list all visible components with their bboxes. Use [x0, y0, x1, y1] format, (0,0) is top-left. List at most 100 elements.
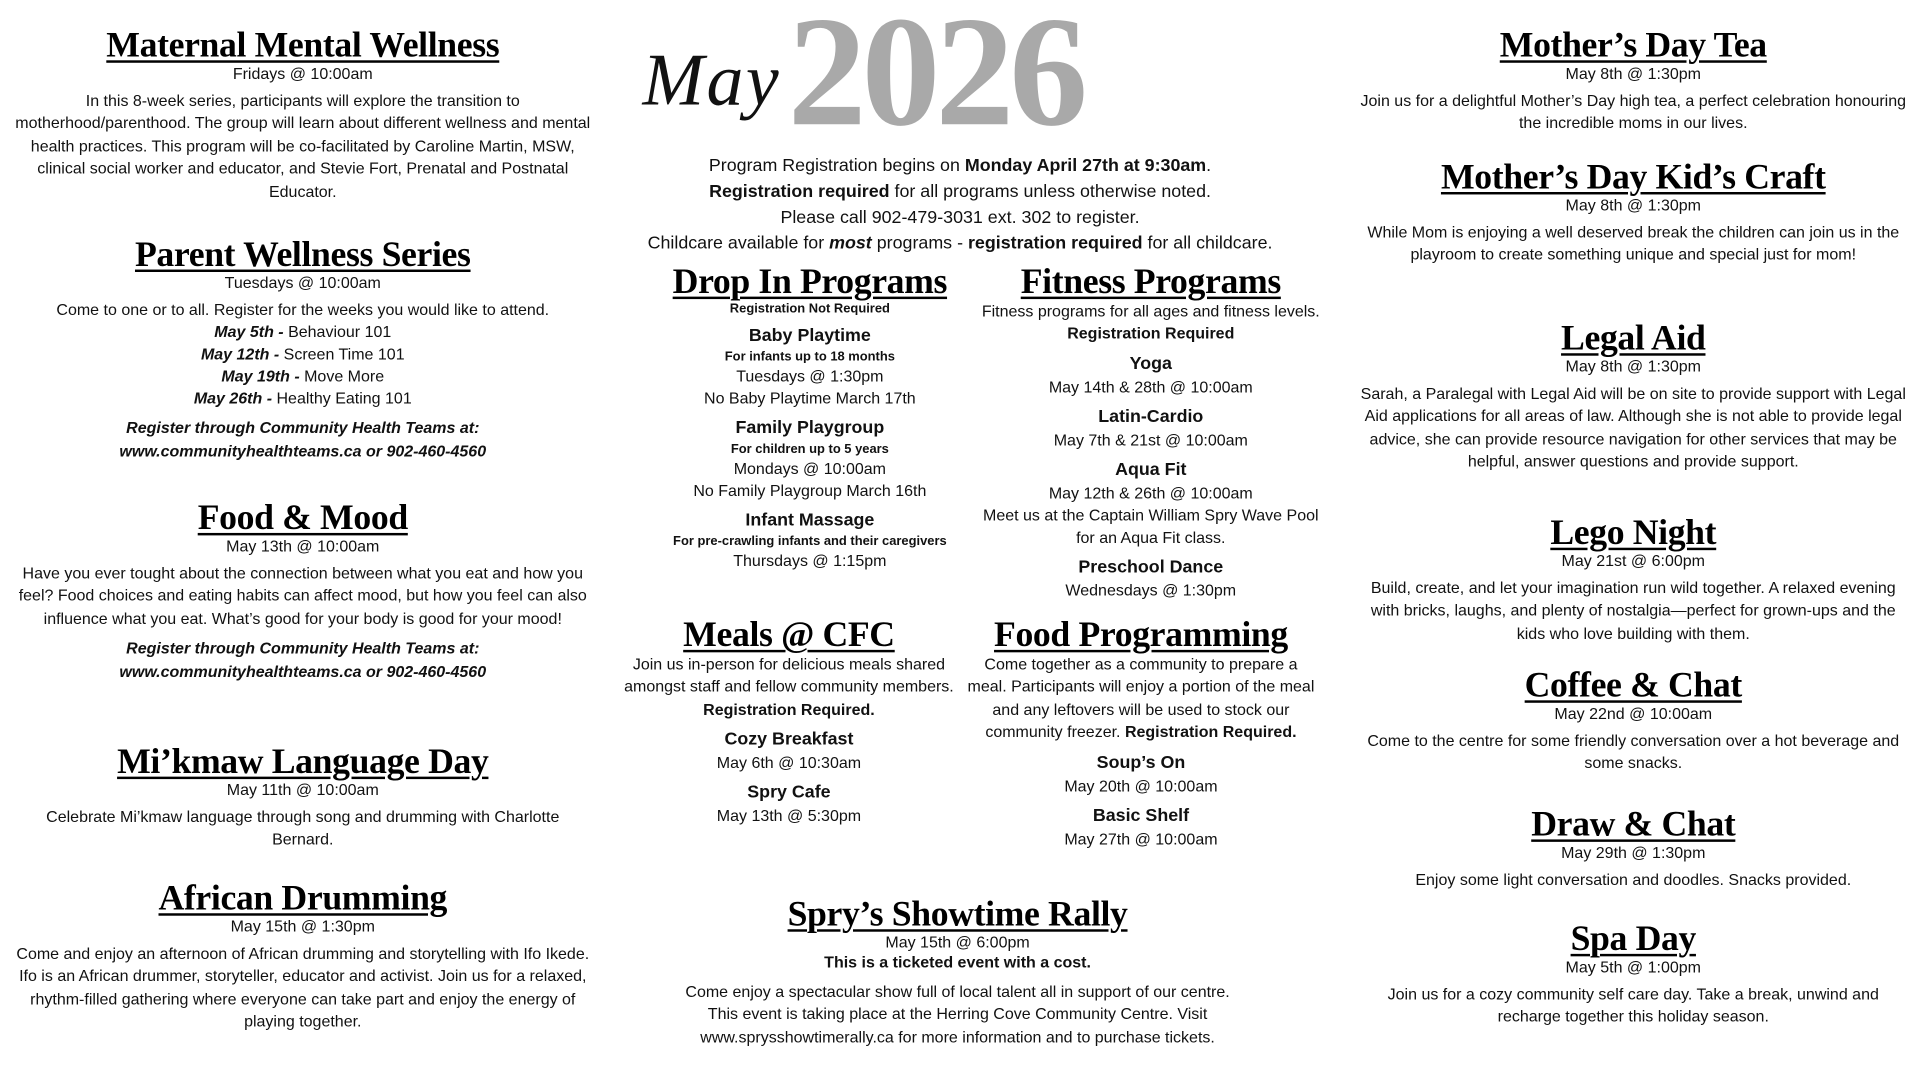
description: While Mom is enjoying a well deserved br…	[1356, 222, 1910, 267]
text-run: for all childcare.	[1142, 233, 1273, 254]
section-foodprog: Food Programming Come together as a commu…	[965, 617, 1317, 850]
section-title: Mi’kmaw Language Day	[117, 742, 489, 782]
program-note: Registration Not Required	[625, 300, 994, 317]
text-run: While Mom is enjoying a well deserved br…	[1367, 222, 1900, 264]
description: Come to one or to all. Register for the …	[14, 299, 592, 322]
text-run: Infant Massage	[745, 510, 875, 531]
bold-text: May 5th -	[214, 322, 289, 342]
text-run: Join us in-person for delicious meals sh…	[624, 654, 954, 696]
section-dropin: Drop In Programs Registration Not Require…	[625, 263, 994, 572]
bold-text: Register through Community Health Teams …	[119, 418, 487, 461]
program-note: For pre-crawling infants and their careg…	[625, 533, 994, 550]
description: May 14th & 28th @ 10:00am	[972, 376, 1329, 398]
program-name: Spry Cafe	[610, 782, 967, 805]
text-run: Spry Cafe	[747, 783, 831, 803]
description: In this 8-week series, participants will…	[14, 90, 592, 203]
text-run: Come to one or to all. Register for the …	[56, 300, 550, 319]
description: Come and enjoy an afternoon of African d…	[14, 943, 592, 1034]
program-name: Latin-Cardio	[972, 406, 1329, 429]
text-run: For infants up to 18 months	[724, 349, 895, 365]
section-meals: Meals @ CFC Join us in-person for delicio…	[610, 617, 967, 828]
section-drumming: African Drumming May 15th @ 1:30pm Come an…	[14, 880, 592, 1033]
text-run: Thursdays @ 1:15pm	[733, 551, 887, 570]
intro-line: Childcare available for most programs - …	[578, 231, 1341, 257]
section-title: Lego Night	[1550, 513, 1717, 553]
description: This is a ticketed event with a cost.	[683, 951, 1232, 973]
program-note: For infants up to 18 months	[625, 348, 994, 365]
registration-info: Program Registration begins on Monday Ap…	[578, 154, 1341, 257]
section-title: Draw & Chat	[1531, 804, 1736, 845]
description: May 6th @ 10:30am	[610, 752, 967, 774]
section-date: Tuesdays @ 10:00am	[224, 273, 381, 292]
bold-text: May 26th -	[193, 389, 277, 408]
text-run: May 6th @ 10:30am	[716, 753, 862, 772]
bold-text: Registration Required.	[1124, 722, 1297, 742]
section-title: Spry’s Showtime Rally	[787, 894, 1128, 935]
text-run: May 7th & 21st @ 10:00am	[1053, 430, 1248, 450]
text-run: Move More	[304, 367, 385, 386]
text-run: For children up to 5 years	[730, 441, 889, 457]
bold-text: Register through Community Health Teams …	[119, 639, 487, 681]
section-fitness: Fitness Programs Fitness programs for all…	[972, 263, 1329, 601]
description: Have you ever tought about the connectio…	[14, 562, 592, 630]
section-coffee: Coffee & Chat May 22nd @ 10:00am Come to t…	[1356, 667, 1910, 775]
text-run: No Baby Playtime March 17th	[704, 388, 916, 408]
section-date: May 29th @ 1:30pm	[1561, 843, 1706, 862]
year-heading: 2026	[787, 0, 1088, 159]
text-run: Baby Playtime	[748, 326, 871, 346]
section-date: May 8th @ 1:30pm	[1565, 64, 1701, 83]
text-run: Build, create, and let your imagination …	[1370, 578, 1896, 643]
section-title: Parent Wellness Series	[134, 235, 471, 275]
section-date: May 15th @ 6:00pm	[885, 932, 1030, 952]
description: Register through Community Health Teams …	[14, 418, 592, 463]
text-run: Program Registration begins on	[708, 156, 965, 177]
description: May 26th - Healthy Eating 101	[14, 388, 592, 410]
description: May 13th @ 5:30pm	[610, 805, 967, 827]
text-run: .	[1206, 156, 1212, 177]
program-name: Yoga	[972, 353, 1329, 376]
month-script: May	[642, 39, 782, 121]
description: No Family Playgroup March 16th	[625, 480, 994, 502]
section-date: May 21st @ 6:00pm	[1561, 551, 1705, 570]
intro-line: Registration required for all programs u…	[578, 180, 1341, 206]
text-run: Screen Time 101	[283, 345, 405, 364]
text-run: May 20th @ 10:00am	[1064, 776, 1218, 795]
description: May 7th & 21st @ 10:00am	[972, 429, 1329, 451]
section-date: May 8th @ 1:30pm	[1565, 356, 1701, 376]
description: May 27th @ 10:00am	[965, 828, 1317, 850]
bold-text: Monday April 27th at 9:30am	[964, 156, 1207, 177]
text-run: Have you ever tought about the connectio…	[18, 563, 587, 628]
text-run: Behaviour 101	[288, 322, 392, 342]
text-run: Join us for a cozy community self care d…	[1387, 984, 1879, 1026]
program-name: Basic Shelf	[965, 804, 1317, 827]
section-title: Legal Aid	[1561, 318, 1706, 359]
bold-text: This is a ticketed event with a cost.	[824, 952, 1091, 972]
text-run: Join us for a delightful Mother’s Day hi…	[1360, 91, 1907, 133]
text-run: Yoga	[1129, 354, 1172, 374]
intro-line: Please call 902-479-3031 ext. 302 to reg…	[578, 206, 1341, 232]
description: Enjoy some light conversation and doodle…	[1356, 869, 1910, 892]
section-title: Food & Mood	[197, 498, 408, 538]
description: Join us for a delightful Mother’s Day hi…	[1356, 90, 1910, 135]
section-title: Food Programming	[994, 615, 1288, 655]
section-title: Mother’s Day Kid’s Craft	[1440, 157, 1826, 197]
text-run: Come together as a community to prepare …	[967, 654, 1315, 742]
section-draw: Draw & Chat May 29th @ 1:30pm Enjoy some l…	[1356, 806, 1910, 891]
section-date: Fridays @ 10:00am	[232, 64, 373, 83]
program-name: Baby Playtime	[625, 325, 994, 348]
section-date: May 8th @ 1:30pm	[1565, 195, 1701, 215]
section-title: Mother’s Day Tea	[1499, 25, 1767, 66]
section-mikmaw: Mi’kmaw Language Day May 11th @ 10:00am Ce…	[14, 743, 592, 851]
bold-text: May 19th -	[221, 367, 305, 386]
text-run: Mondays @ 10:00am	[733, 459, 887, 478]
bold-text: May 12th -	[200, 345, 284, 364]
text-run: Wednesdays @ 1:30pm	[1065, 580, 1237, 600]
bold-text: Registration Required	[1067, 324, 1235, 343]
text-run: Healthy Eating 101	[276, 389, 412, 408]
section-date: May 11th @ 10:00am	[226, 780, 379, 799]
bold-text: most	[829, 233, 872, 254]
text-run: No Family Playgroup March 16th	[693, 481, 927, 500]
description: Meet us at the Captain William Spry Wave…	[972, 504, 1329, 548]
description: Mondays @ 10:00am	[625, 458, 994, 480]
